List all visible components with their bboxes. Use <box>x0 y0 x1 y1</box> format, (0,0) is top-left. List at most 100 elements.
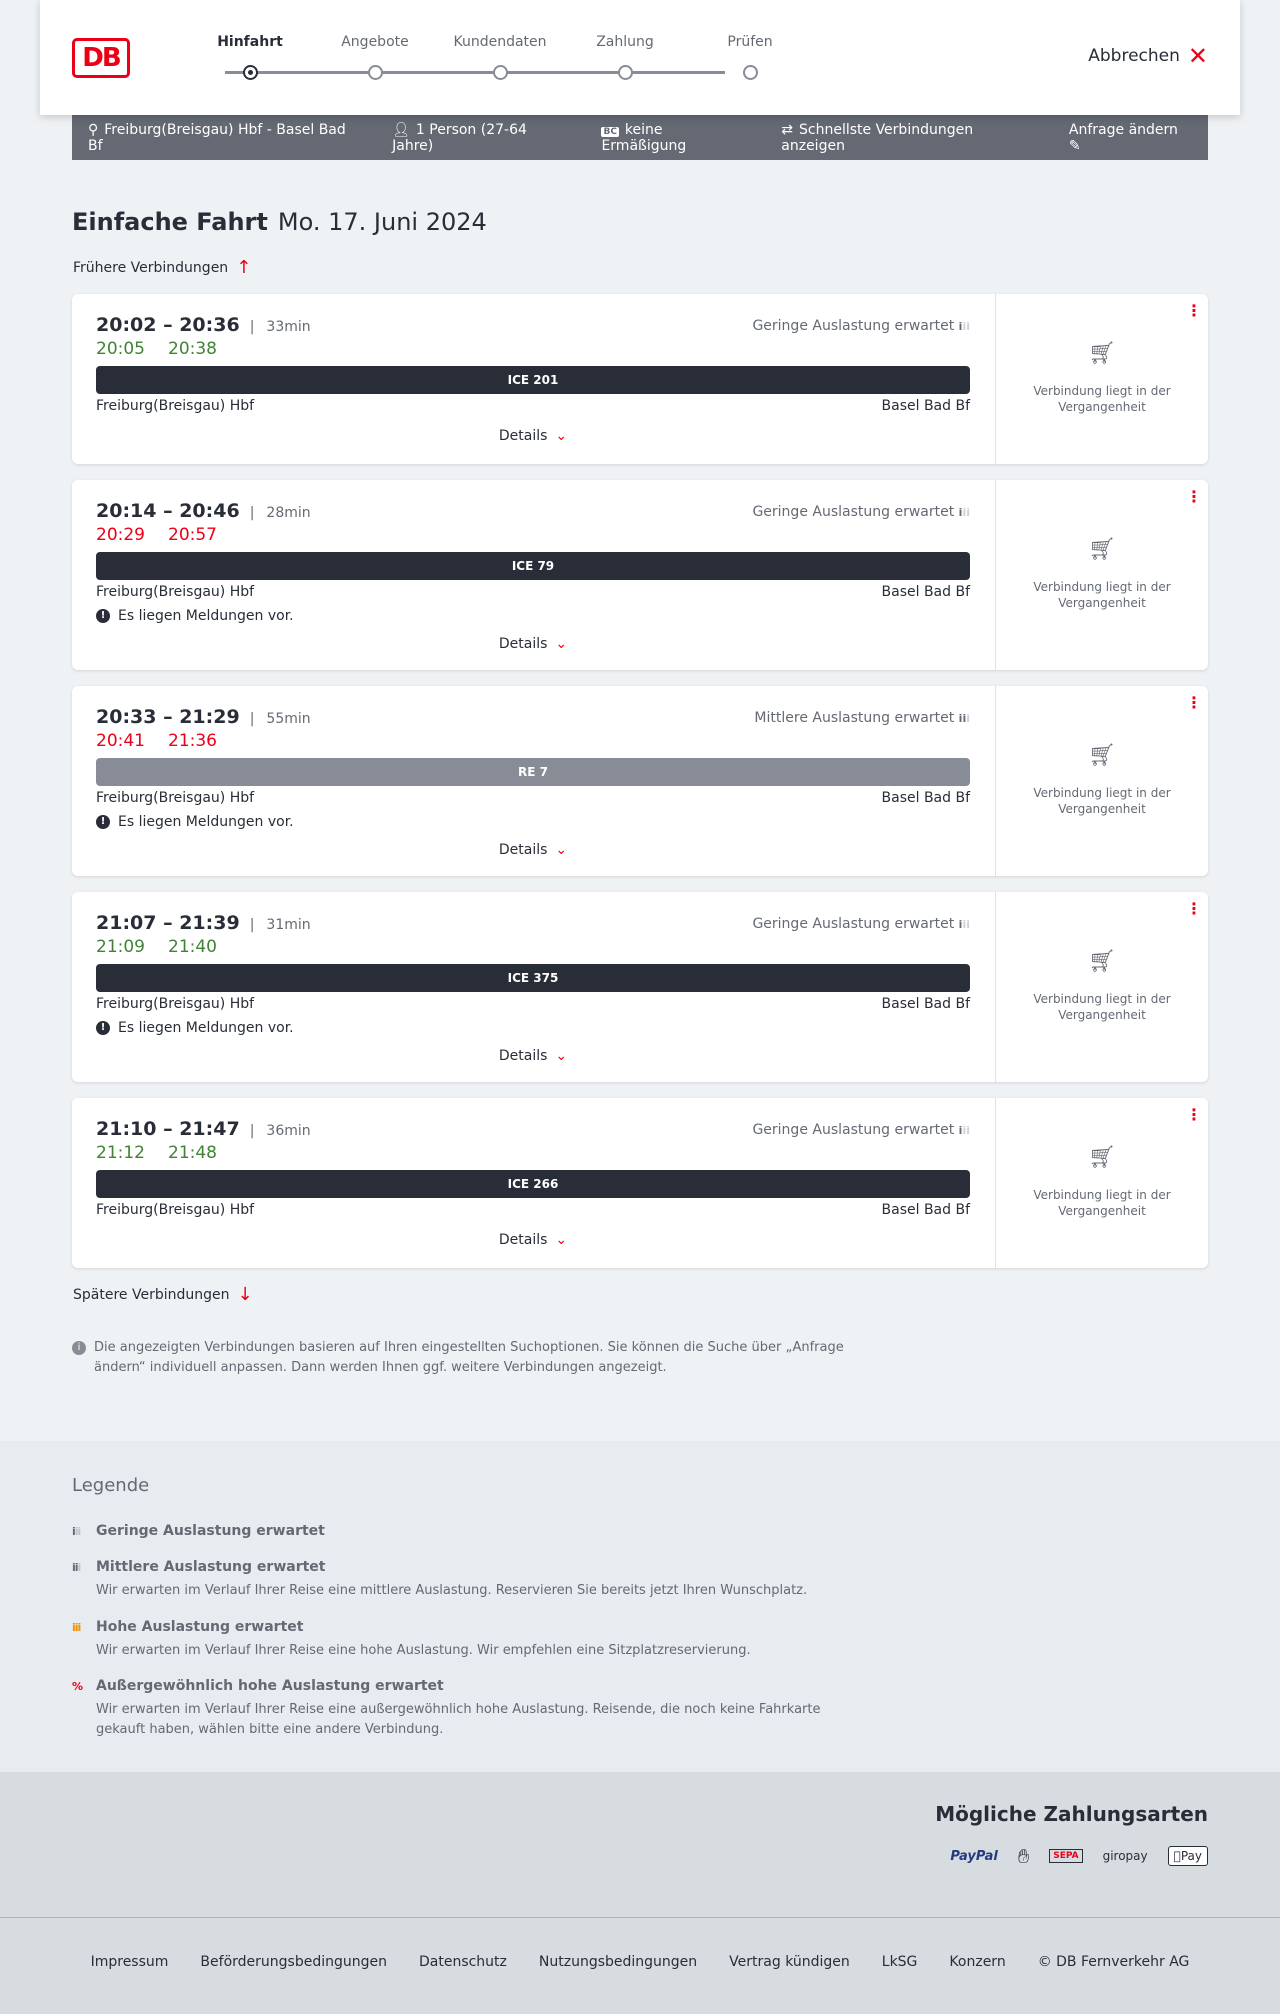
paypal-logo: PayPal <box>950 1848 998 1864</box>
step-zahlung: Zahlung <box>596 34 654 50</box>
info-text: Die angezeigten Verbindungen basieren au… <box>94 1340 844 1375</box>
payment-methods: PayPal ✋︎ SEPA giropay Pay <box>950 1844 1208 1868</box>
train-bar: RE 7 <box>96 758 970 786</box>
legend-section: Legende iii Geringe Auslastung erwartet i… <box>0 1441 1280 1772</box>
discount-summary: BC keine Ermäßigung <box>601 122 749 154</box>
realtime-times: 20:29 20:57 <box>96 525 217 545</box>
legend-label: Außergewöhnlich hohe Auslastung erwartet <box>96 1678 444 1694</box>
earlier-connections-link[interactable]: Frühere Verbindungen ↑ <box>73 257 251 278</box>
train-bar: ICE 266 <box>96 1170 970 1198</box>
duration: 33min <box>250 319 311 335</box>
realtime-arrival: 21:36 <box>168 731 217 751</box>
connection-card[interactable]: 20:02 – 20:36 33min Geringe Auslastung er… <box>72 294 1208 464</box>
message-text: Es liegen Meldungen vor. <box>118 1020 294 1036</box>
origin-station: Freiburg(Breisgau) Hbf <box>96 398 255 414</box>
legend-title: Legende <box>72 1475 150 1496</box>
duration: 36min <box>250 1123 311 1139</box>
footer-link[interactable]: Nutzungsbedingungen <box>538 1954 698 1970</box>
duration: 55min <box>250 711 311 727</box>
time-range: 20:14 – 20:46 <box>96 500 240 522</box>
location-pin-icon: ⚲ <box>88 121 99 138</box>
discount-text: keine Ermäßigung <box>601 121 687 154</box>
footer-link[interactable]: Beförderungsbedingungen <box>200 1954 387 1970</box>
more-options-icon[interactable]: ⋮ <box>1186 693 1202 712</box>
later-label: Spätere Verbindungen <box>73 1286 230 1303</box>
step-dot <box>743 65 758 80</box>
warning-icon: ! <box>96 1021 110 1035</box>
more-options-icon[interactable]: ⋮ <box>1186 487 1202 506</box>
step-pruefen: Prüfen <box>727 34 773 50</box>
booking-panel: ⋮ 🛒︎ Verbindung liegt in der Vergangenhe… <box>995 686 1208 876</box>
more-options-icon[interactable]: ⋮ <box>1186 301 1202 320</box>
origin-station: Freiburg(Breisgau) Hbf <box>96 584 255 600</box>
duration: 31min <box>250 917 311 933</box>
realtime-departure: 21:12 <box>96 1143 145 1163</box>
legend-text: Wir erwarten im Verlauf Ihrer Reise eine… <box>96 1702 821 1737</box>
realtime-times: 21:12 21:48 <box>96 1143 217 1163</box>
footer-link[interactable]: Konzern <box>949 1954 1006 1970</box>
connection-card[interactable]: 21:10 – 21:47 36min Geringe Auslastung er… <box>72 1098 1208 1268</box>
message-notice: ! Es liegen Meldungen vor. <box>96 1020 294 1036</box>
load-icon: iii <box>958 1124 970 1137</box>
step-dot <box>368 65 383 80</box>
info-icon: i <box>72 1341 86 1355</box>
booking-panel: ⋮ 🛒︎ Verbindung liegt in der Vergangenhe… <box>995 1098 1208 1268</box>
details-toggle[interactable]: Details ⌄ <box>96 428 970 444</box>
realtime-departure: 20:29 <box>96 525 145 545</box>
footer-link[interactable]: Vertrag kündigen <box>729 1954 850 1970</box>
details-toggle[interactable]: Details ⌄ <box>96 1048 970 1064</box>
connection-card[interactable]: 20:33 – 21:29 55min Mittlere Auslastung e… <box>72 686 1208 876</box>
more-options-icon[interactable]: ⋮ <box>1186 1105 1202 1124</box>
connection-card[interactable]: 20:14 – 20:46 28min Geringe Auslastung er… <box>72 480 1208 670</box>
footer-link[interactable]: Datenschutz <box>418 1954 507 1970</box>
more-options-icon[interactable]: ⋮ <box>1186 899 1202 918</box>
past-connection-text: Verbindung liegt in der Vergangenheit <box>1033 580 1171 610</box>
later-connections-link[interactable]: Spätere Verbindungen ↓ <box>73 1284 253 1305</box>
destination-station: Basel Bad Bf <box>881 996 970 1012</box>
message-notice: ! Es liegen Meldungen vor. <box>96 814 294 830</box>
connection-card[interactable]: 21:07 – 21:39 31min Geringe Auslastung er… <box>72 892 1208 1082</box>
realtime-arrival: 20:38 <box>168 339 217 359</box>
trip-type: Einfache Fahrt <box>72 208 268 236</box>
details-label: Details <box>498 842 548 858</box>
footer-link[interactable]: Impressum <box>90 1954 169 1970</box>
origin-station: Freiburg(Breisgau) Hbf <box>96 1202 255 1218</box>
db-logo[interactable]: DB <box>72 38 130 78</box>
time-range: 21:07 – 21:39 <box>96 912 240 934</box>
arrow-down-icon: ↓ <box>237 1284 253 1305</box>
low-load-icon: iii <box>72 1525 81 1538</box>
realtime-arrival: 21:40 <box>168 937 217 957</box>
person-icon: 👤︎ <box>392 121 410 138</box>
warning-icon: ! <box>96 609 110 623</box>
destination-station: Basel Bad Bf <box>881 1202 970 1218</box>
past-connection-text: Verbindung liegt in der Vergangenheit <box>1033 786 1171 816</box>
load-indicator: Mittlere Auslastung erwartet iii <box>754 710 970 726</box>
payment-section: Mögliche Zahlungsarten PayPal ✋︎ SEPA gi… <box>0 1772 1280 1917</box>
footer-link[interactable]: LkSG <box>881 1954 918 1970</box>
option-summary: ⇄ Schnellste Verbindungen anzeigen <box>781 122 1037 154</box>
legend-item-very-high: % Außergewöhnlich hohe Auslastung erwarte… <box>72 1678 872 1740</box>
origin-station: Freiburg(Breisgau) Hbf <box>96 996 255 1012</box>
planned-times: 21:07 – 21:39 31min <box>96 912 311 934</box>
details-toggle[interactable]: Details ⌄ <box>96 636 970 652</box>
details-toggle[interactable]: Details ⌄ <box>96 842 970 858</box>
stepper-line <box>225 71 725 74</box>
legend-item-high: iii Hohe Auslastung erwartet Wir erwarten … <box>72 1619 872 1661</box>
chevron-down-icon: ⌄ <box>555 1232 568 1248</box>
chevron-down-icon: ⌄ <box>555 1048 568 1064</box>
cart-unavailable-icon: 🛒︎ <box>1088 949 1116 974</box>
apple-pay-label: Pay <box>1180 1849 1202 1863</box>
destination-station: Basel Bad Bf <box>881 790 970 806</box>
past-connection-text: Verbindung liegt in der Vergangenheit <box>1033 384 1171 414</box>
realtime-times: 20:41 21:36 <box>96 731 217 751</box>
footer-link[interactable]: © DB Fernverkehr AG <box>1037 1954 1190 1970</box>
credit-card-icon: ✋︎ <box>1017 1844 1030 1868</box>
message-text: Es liegen Meldungen vor. <box>118 608 294 624</box>
planned-times: 21:10 – 21:47 36min <box>96 1118 311 1140</box>
warning-icon: ! <box>96 815 110 829</box>
edit-request-button[interactable]: Anfrage ändern ✎ <box>1069 122 1192 154</box>
very-high-load-icon: % <box>72 1680 83 1693</box>
high-load-icon: iii <box>72 1621 81 1634</box>
cancel-button[interactable]: Abbrechen ✕ <box>1088 44 1208 68</box>
details-toggle[interactable]: Details ⌄ <box>96 1232 970 1248</box>
